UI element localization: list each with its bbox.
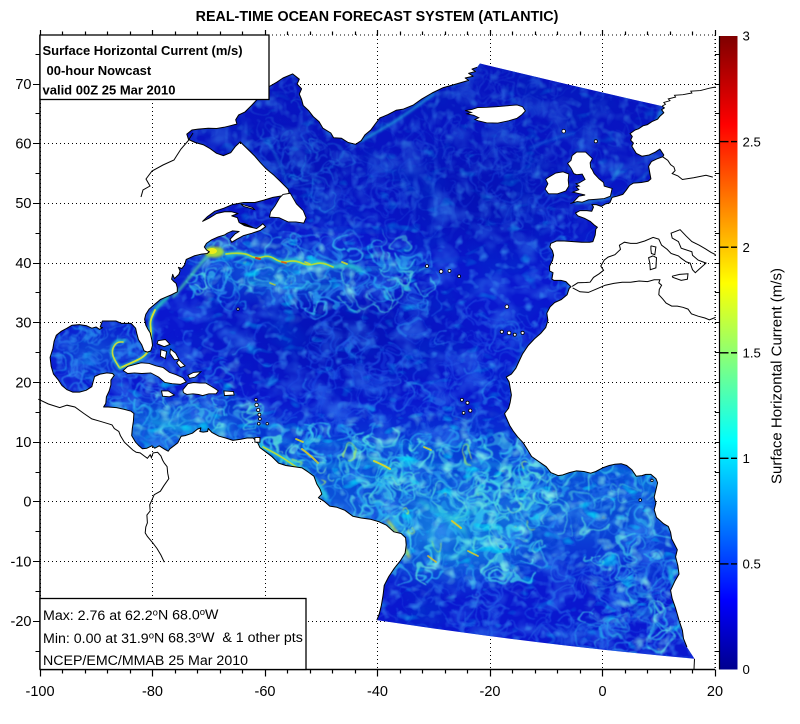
svg-text:REAL-TIME OCEAN FORECAST SYSTE: REAL-TIME OCEAN FORECAST SYSTEM (ATLANTI… xyxy=(196,9,559,25)
svg-text:20: 20 xyxy=(15,375,31,391)
svg-text:valid 00Z 25 Mar 2010: valid 00Z 25 Mar 2010 xyxy=(43,83,176,98)
svg-text:0: 0 xyxy=(598,684,606,700)
svg-text:-60: -60 xyxy=(255,684,276,700)
svg-text:30: 30 xyxy=(15,316,31,332)
svg-text:1: 1 xyxy=(743,451,750,466)
svg-text:50: 50 xyxy=(15,196,31,212)
svg-text:Surface Horizontal Current (m/: Surface Horizontal Current (m/s) xyxy=(769,268,786,484)
svg-text:10: 10 xyxy=(15,435,31,451)
svg-text:-40: -40 xyxy=(367,684,388,700)
svg-text:3: 3 xyxy=(743,29,750,44)
svg-text:Surface Horizontal Current (m/: Surface Horizontal Current (m/s) xyxy=(43,43,243,58)
svg-text:0: 0 xyxy=(23,495,31,511)
svg-text:40: 40 xyxy=(15,256,31,272)
svg-text:60: 60 xyxy=(15,137,31,153)
svg-text:Min: 0.00 at 31.9oN 68.3oW &: Min: 0.00 at 31.9oN 68.3oW & 1 other pts xyxy=(43,630,303,647)
svg-text:0: 0 xyxy=(743,662,750,677)
svg-text:-20: -20 xyxy=(480,684,501,700)
svg-text:70: 70 xyxy=(15,77,31,93)
svg-text:2.5: 2.5 xyxy=(743,134,761,149)
svg-text:-100: -100 xyxy=(25,684,54,700)
svg-text:00-hour Nowcast: 00-hour Nowcast xyxy=(47,63,152,78)
svg-text:Max: 2.76 at 62.2oN 68.0oW: Max: 2.76 at 62.2oN 68.0oW xyxy=(43,607,219,624)
svg-text:-10: -10 xyxy=(11,554,32,570)
svg-text:-20: -20 xyxy=(11,614,32,630)
svg-text:20: 20 xyxy=(707,684,723,700)
svg-text:2: 2 xyxy=(743,240,750,255)
svg-text:NCEP/EMC/MMAB 25 Mar 2010: NCEP/EMC/MMAB 25 Mar 2010 xyxy=(43,653,248,669)
svg-text:0.5: 0.5 xyxy=(743,557,761,572)
svg-text:-80: -80 xyxy=(142,684,163,700)
svg-text:1.5: 1.5 xyxy=(743,345,761,360)
